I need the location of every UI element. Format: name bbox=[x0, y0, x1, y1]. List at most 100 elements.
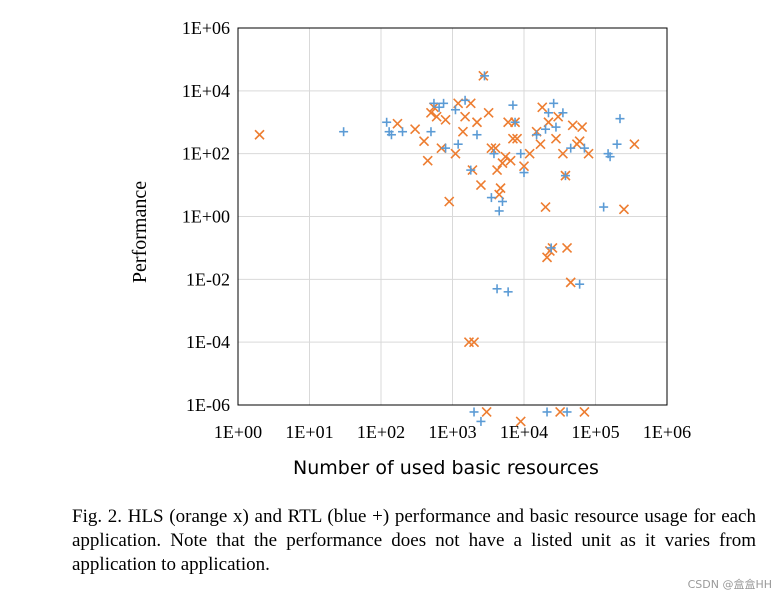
hls-point bbox=[515, 416, 526, 427]
grid-lines bbox=[237, 27, 668, 406]
hls-point bbox=[475, 180, 487, 191]
rtl-point bbox=[558, 108, 568, 118]
rtl-point bbox=[543, 108, 553, 118]
hls-point bbox=[410, 124, 421, 135]
rtl-point bbox=[562, 407, 572, 417]
x-axis-label: Number of used basic resources bbox=[293, 457, 599, 479]
hls-point bbox=[500, 151, 511, 162]
rtl-point bbox=[612, 139, 622, 149]
rtl-point bbox=[615, 114, 625, 124]
hls-point bbox=[518, 161, 530, 172]
hls-point bbox=[618, 204, 630, 215]
watermark: CSDN @盒盒HH bbox=[687, 578, 772, 591]
rtl-point bbox=[476, 416, 486, 426]
rtl-point bbox=[510, 117, 520, 127]
hls-point bbox=[579, 406, 590, 418]
rtl-point bbox=[579, 143, 589, 153]
hls-point bbox=[565, 277, 576, 288]
rtl-point bbox=[382, 117, 392, 127]
figure-caption: Fig. 2. HLS (orange x) and RTL (blue +) … bbox=[72, 506, 756, 575]
rtl-point bbox=[549, 98, 559, 108]
rtl-point bbox=[479, 71, 489, 81]
hls-point bbox=[557, 148, 568, 159]
hls-point bbox=[444, 196, 455, 207]
hls-point bbox=[422, 155, 433, 166]
hls-point bbox=[440, 114, 451, 125]
rtl-point bbox=[503, 287, 513, 297]
hls-point bbox=[468, 337, 480, 348]
scatter-chart: 1E+00 1E+01 1E+02 1E+03 1E+04 1E+05 1E+06 1E-0… bbox=[129, 18, 691, 479]
rtl-point bbox=[605, 152, 615, 162]
hls-point bbox=[490, 143, 501, 154]
x-tick-label: 1E+03 bbox=[428, 422, 476, 442]
rtl-point bbox=[398, 127, 408, 137]
data-markers bbox=[254, 70, 640, 427]
hls-point bbox=[555, 406, 566, 418]
rtl-point bbox=[494, 206, 504, 216]
y-tick-label: 1E-04 bbox=[186, 332, 230, 352]
hls-point bbox=[392, 118, 403, 129]
hls-point bbox=[431, 111, 442, 122]
hls-point bbox=[457, 126, 469, 137]
x-tick-label: 1E+00 bbox=[214, 422, 262, 442]
rtl-point bbox=[339, 127, 349, 137]
hls-point bbox=[507, 133, 518, 144]
rtl-point bbox=[532, 130, 542, 140]
hls-point bbox=[541, 252, 553, 263]
y-axis-label: Performance bbox=[129, 181, 151, 283]
rtl-point bbox=[453, 139, 463, 149]
hls-point bbox=[553, 111, 564, 122]
hls-point bbox=[450, 148, 461, 159]
y-tick-label: 1E-06 bbox=[186, 395, 230, 415]
hls-point bbox=[574, 136, 585, 147]
plot-area-frame bbox=[237, 27, 668, 406]
hls-point bbox=[505, 155, 516, 166]
hls-point bbox=[583, 148, 594, 159]
rtl-point bbox=[460, 95, 470, 105]
x-tick-label: 1E+01 bbox=[285, 422, 333, 442]
hls-point bbox=[471, 117, 483, 128]
rtl-point bbox=[546, 243, 556, 253]
rtl-point bbox=[434, 102, 444, 112]
rtl-point bbox=[542, 407, 552, 417]
y-tick-label: 1E+02 bbox=[182, 144, 230, 164]
rtl-point bbox=[469, 407, 479, 417]
hls-point bbox=[577, 122, 588, 133]
y-axis-tick-labels: 1E-06 1E-04 1E-02 1E+00 1E+02 1E+04 1E+06 bbox=[182, 18, 230, 415]
hls-point bbox=[460, 111, 471, 122]
rtl-point bbox=[519, 168, 529, 178]
hls-point bbox=[535, 139, 546, 150]
y-tick-label: 1E+06 bbox=[182, 18, 230, 38]
x-tick-label: 1E+06 bbox=[643, 422, 691, 442]
rtl-point bbox=[551, 122, 561, 132]
rtl-point bbox=[516, 149, 526, 159]
hls-point bbox=[567, 120, 578, 131]
rtl-point bbox=[450, 105, 460, 115]
hls-point bbox=[483, 107, 494, 118]
rtl-point bbox=[439, 98, 449, 108]
rtl-point bbox=[575, 279, 585, 289]
y-tick-label: 1E+04 bbox=[182, 81, 230, 101]
x-tick-label: 1E+02 bbox=[357, 422, 405, 442]
rtl-point bbox=[508, 100, 518, 110]
hls-point bbox=[491, 165, 503, 176]
hls-point bbox=[254, 129, 265, 140]
hls-point bbox=[418, 136, 430, 147]
hls-point bbox=[495, 183, 506, 194]
rtl-point bbox=[429, 98, 439, 108]
rtl-point bbox=[599, 202, 609, 212]
rtl-point bbox=[466, 165, 476, 175]
rtl-point bbox=[566, 143, 576, 153]
x-axis-tick-labels: 1E+00 1E+01 1E+02 1E+03 1E+04 1E+05 1E+06 bbox=[214, 422, 691, 442]
x-tick-label: 1E+05 bbox=[571, 422, 619, 442]
hls-point bbox=[561, 242, 573, 253]
hls-point bbox=[481, 406, 492, 418]
y-tick-label: 1E+00 bbox=[182, 207, 230, 227]
x-tick-label: 1E+04 bbox=[500, 422, 548, 442]
hls-point bbox=[497, 158, 508, 169]
rtl-point bbox=[489, 149, 499, 159]
y-tick-label: 1E-02 bbox=[186, 269, 230, 289]
hls-point bbox=[512, 133, 523, 144]
hls-point bbox=[629, 139, 640, 150]
rtl-point bbox=[492, 284, 502, 294]
